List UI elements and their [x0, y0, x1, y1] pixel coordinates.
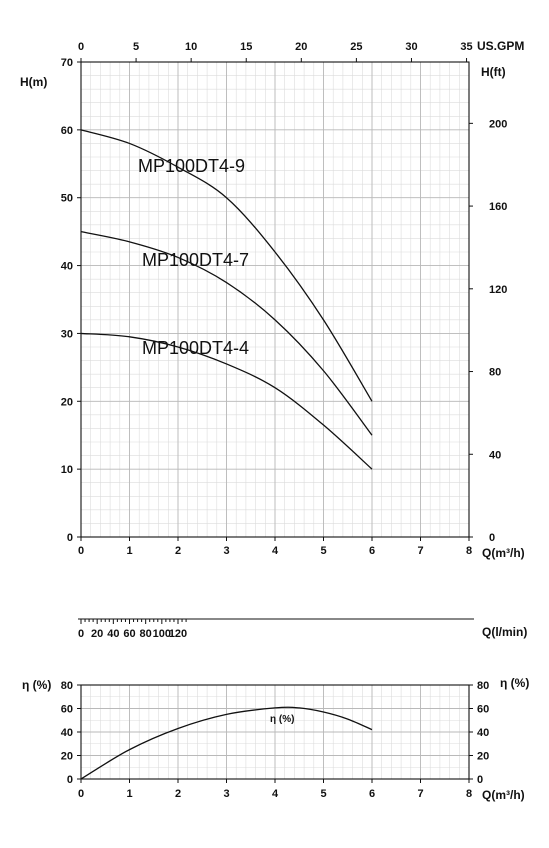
flow-axis-label: Q(l/min)	[482, 625, 527, 639]
x-tick-label: 4	[272, 788, 279, 800]
x-axis-label: Q(m³/h)	[482, 788, 525, 802]
x-tick-label: 7	[417, 545, 423, 557]
right-tick-label: 20	[477, 751, 489, 763]
y-tick-label: 20	[61, 751, 73, 763]
x-tick-label: 5	[320, 788, 326, 800]
y-tick-label: 20	[61, 396, 73, 408]
x-tick-label: 8	[466, 545, 472, 557]
x-axis-label: Q(m³/h)	[482, 546, 525, 560]
right-tick-label: 0	[477, 774, 483, 786]
y-tick-label: 50	[61, 193, 73, 205]
top-tick-label: 10	[185, 41, 197, 53]
x-tick-label: 6	[369, 788, 375, 800]
right-tick-label: 40	[477, 727, 489, 739]
y-tick-label: 40	[61, 261, 73, 273]
x-tick-label: 5	[320, 545, 326, 557]
curve-label: MP100DT4-7	[142, 250, 249, 270]
head-curve-line	[80, 231, 373, 436]
x-tick-label: 0	[78, 788, 84, 800]
y-axis-label: η (%)	[22, 678, 51, 692]
head-curve-line	[80, 332, 373, 470]
efficiency-curve-line	[80, 706, 373, 780]
top-axis-label: US.GPM	[477, 39, 524, 53]
curve-label: MP100DT4-4	[142, 338, 249, 358]
right-axis-label: H(ft)	[481, 65, 506, 79]
flow-tick-label: 0	[78, 628, 84, 640]
y-axis-label: H(m)	[20, 75, 47, 89]
y-tick-label: 0	[67, 532, 73, 544]
flow-tick-label: 120	[169, 628, 187, 640]
y-tick-label: 10	[61, 464, 73, 476]
y-tick-label: 60	[61, 125, 73, 137]
right-tick-label: 40	[489, 449, 501, 461]
x-tick-label: 6	[369, 545, 375, 557]
x-tick-label: 7	[417, 788, 423, 800]
right-tick-label: 160	[489, 201, 507, 213]
right-axis-label: η (%)	[500, 676, 529, 690]
x-tick-label: 0	[78, 545, 84, 557]
flow-tick-label: 40	[107, 628, 119, 640]
x-tick-label: 2	[175, 788, 181, 800]
top-tick-label: 25	[350, 41, 362, 53]
x-tick-label: 3	[223, 788, 229, 800]
flow-tick-label: 80	[140, 628, 152, 640]
x-tick-label: 2	[175, 545, 181, 557]
y-tick-label: 60	[61, 704, 73, 716]
y-tick-label: 70	[61, 57, 73, 69]
y-tick-label: 40	[61, 727, 73, 739]
right-tick-label: 80	[489, 367, 501, 379]
x-tick-label: 8	[466, 788, 472, 800]
y-tick-label: 80	[61, 680, 73, 692]
y-tick-label: 30	[61, 328, 73, 340]
right-tick-label: 120	[489, 284, 507, 296]
flow-tick-label: 60	[123, 628, 135, 640]
curve-label: MP100DT4-9	[138, 156, 245, 176]
right-tick-label: 200	[489, 118, 507, 130]
x-tick-label: 1	[126, 788, 132, 800]
flow-tick-label: 20	[91, 628, 103, 640]
y-tick-label: 0	[67, 774, 73, 786]
x-tick-label: 4	[272, 545, 279, 557]
top-tick-label: 35	[460, 41, 472, 53]
top-tick-label: 0	[78, 41, 84, 53]
head-curve-line	[80, 129, 373, 402]
right-tick-label: 80	[477, 680, 489, 692]
right-tick-label: 0	[489, 532, 495, 544]
efficiency-curve-label: η (%)	[270, 714, 294, 725]
x-tick-label: 3	[223, 545, 229, 557]
x-tick-label: 1	[126, 545, 132, 557]
top-tick-label: 15	[240, 41, 252, 53]
top-tick-label: 5	[133, 41, 139, 53]
flow-tick-label: 100	[153, 628, 171, 640]
right-tick-label: 60	[477, 704, 489, 716]
top-tick-label: 20	[295, 41, 307, 53]
top-tick-label: 30	[405, 41, 417, 53]
